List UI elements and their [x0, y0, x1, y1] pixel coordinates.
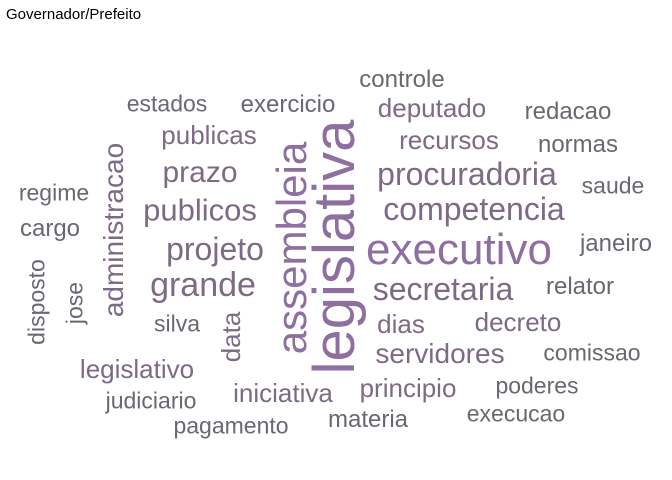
word-iniciativa: iniciativa: [233, 378, 333, 408]
word-procuradoria: procuradoria: [377, 156, 557, 192]
word-data: data: [216, 311, 246, 363]
word-legislativo: legislativo: [79, 354, 195, 384]
word-servidores: servidores: [375, 338, 505, 369]
word-materia: materia: [327, 406, 409, 433]
word-decreto: decreto: [474, 307, 562, 337]
word-saude: saude: [581, 172, 645, 199]
word-redacao: redacao: [524, 98, 612, 125]
word-principio: principio: [359, 373, 457, 403]
word-exercicio: exercicio: [240, 91, 336, 118]
word-comissao: comissao: [543, 339, 641, 366]
word-dias: dias: [377, 309, 425, 339]
word-assembleia: assembleia: [268, 141, 315, 355]
chart-title: Governador/Prefeito: [6, 6, 142, 23]
word-competencia: competencia: [383, 191, 565, 227]
word-relator: relator: [545, 273, 615, 300]
word-normas: normas: [537, 131, 619, 158]
word-administracao: administracao: [98, 142, 129, 318]
word-cargo: cargo: [19, 215, 81, 242]
word-jose: jose: [61, 281, 88, 325]
word-projeto: projeto: [166, 231, 264, 267]
word-poderes: poderes: [495, 372, 579, 399]
word-recursos: recursos: [399, 125, 499, 155]
word-janeiro: janeiro: [579, 230, 653, 257]
word-judiciario: judiciario: [105, 387, 197, 414]
word-prazo: prazo: [162, 156, 238, 189]
word-secretaria: secretaria: [372, 271, 514, 307]
word-publicos: publicos: [143, 192, 257, 228]
word-pagamento: pagamento: [173, 412, 289, 439]
word-publicas: publicas: [161, 120, 257, 150]
word-silva: silva: [153, 310, 201, 337]
word-executivo: executivo: [366, 225, 552, 274]
word-disposto: disposto: [23, 259, 50, 345]
word-execucao: execucao: [466, 400, 566, 427]
word-estados: estados: [126, 90, 208, 117]
word-deputado: deputado: [377, 93, 487, 123]
word-controle: controle: [359, 66, 445, 93]
word-regime: regime: [18, 179, 90, 206]
word-grande: grande: [150, 266, 256, 304]
